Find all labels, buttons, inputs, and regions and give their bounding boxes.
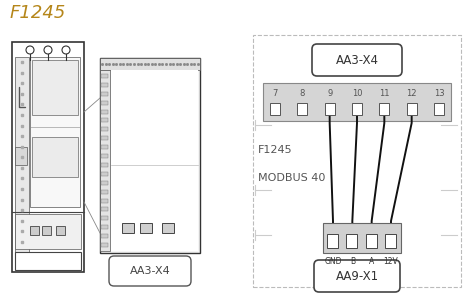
Circle shape — [26, 46, 34, 54]
Text: GND: GND — [324, 257, 342, 266]
FancyBboxPatch shape — [109, 256, 191, 286]
Bar — [15, 147, 27, 165]
Bar — [15, 252, 81, 270]
Bar — [101, 74, 108, 78]
Text: F1245: F1245 — [10, 4, 66, 22]
Bar — [323, 223, 401, 253]
Bar — [434, 103, 444, 115]
Bar — [140, 223, 152, 233]
Bar — [101, 243, 108, 247]
Bar — [100, 58, 200, 253]
Text: A: A — [369, 257, 374, 266]
Bar — [101, 207, 108, 211]
Bar — [100, 58, 200, 70]
FancyBboxPatch shape — [312, 44, 402, 76]
Bar — [101, 154, 108, 158]
Text: MODBUS 40: MODBUS 40 — [258, 173, 325, 183]
Bar — [325, 103, 335, 115]
Bar — [30, 226, 39, 235]
Text: AA9-X1: AA9-X1 — [336, 269, 378, 282]
Text: 8: 8 — [300, 89, 305, 97]
Bar — [346, 234, 357, 248]
Circle shape — [62, 46, 70, 54]
Bar — [352, 103, 362, 115]
Bar — [270, 103, 280, 115]
Text: AA3-X4: AA3-X4 — [336, 54, 378, 67]
Bar — [379, 103, 389, 115]
Bar — [101, 101, 108, 105]
Bar — [32, 137, 78, 177]
Bar — [56, 226, 65, 235]
Bar — [101, 172, 108, 176]
Bar — [101, 118, 108, 123]
Bar — [42, 226, 51, 235]
Text: 10: 10 — [352, 89, 362, 97]
Bar — [366, 234, 376, 248]
Bar — [12, 42, 84, 272]
Bar — [162, 223, 174, 233]
Text: B: B — [350, 257, 355, 266]
Bar — [15, 214, 81, 249]
Bar — [30, 57, 80, 207]
Bar — [122, 223, 134, 233]
Bar — [111, 70, 198, 251]
Bar — [101, 83, 108, 87]
Bar — [298, 103, 307, 115]
Bar — [100, 70, 110, 251]
Text: 12: 12 — [407, 89, 417, 97]
Text: AA3-X4: AA3-X4 — [130, 266, 170, 276]
FancyBboxPatch shape — [314, 260, 400, 292]
Text: 13: 13 — [434, 89, 444, 97]
Bar — [407, 103, 417, 115]
Bar — [101, 127, 108, 131]
Bar — [101, 92, 108, 96]
Bar — [101, 181, 108, 185]
Bar — [101, 110, 108, 114]
Bar — [101, 163, 108, 167]
Bar — [327, 234, 338, 248]
Bar — [15, 57, 29, 267]
Bar — [263, 83, 451, 121]
Bar — [101, 190, 108, 194]
Bar — [101, 199, 108, 202]
Bar — [32, 60, 78, 115]
Text: 12V: 12V — [384, 257, 399, 266]
Text: 11: 11 — [379, 89, 390, 97]
Circle shape — [44, 46, 52, 54]
Text: 9: 9 — [327, 89, 332, 97]
Bar — [253, 35, 461, 287]
Bar — [101, 234, 108, 238]
Text: 7: 7 — [272, 89, 278, 97]
Bar — [385, 234, 396, 248]
Text: F1245: F1245 — [258, 145, 293, 155]
Bar — [101, 216, 108, 220]
Bar — [101, 145, 108, 149]
Bar — [101, 225, 108, 229]
Bar — [101, 136, 108, 140]
